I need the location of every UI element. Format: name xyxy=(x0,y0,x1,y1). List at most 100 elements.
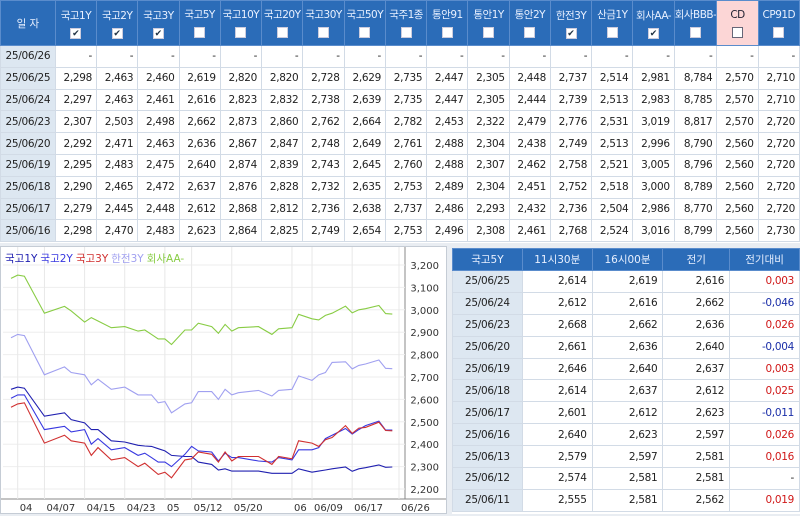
rate-cell: 2,521 xyxy=(591,153,634,177)
table-row[interactable]: 25/06/17 2,279 2,445 2,448 2,612 2,868 2,812 2,… xyxy=(0,197,800,221)
rate-cell: 2,513 xyxy=(591,132,634,155)
rate-cell: 2,504 xyxy=(591,197,634,221)
rate-cell: 2,636 xyxy=(662,313,731,337)
row-date: 25/06/18 xyxy=(0,175,56,199)
table-row[interactable]: 25/06/16 2,640 2,623 2,597 0,026 xyxy=(452,423,800,447)
rate-cell: 2,749 xyxy=(549,132,593,155)
table-row[interactable]: 25/06/12 2,574 2,581 2,581- xyxy=(452,467,800,490)
rate-cell: 2,597 xyxy=(662,423,731,447)
rate-cell: 2,753 xyxy=(384,219,428,243)
series-checkbox[interactable]: ✔ xyxy=(648,28,660,39)
table-row[interactable]: 25/06/20 2,661 2,636 2,640 -0,004 xyxy=(452,335,800,359)
change-cell: 0,026 xyxy=(729,313,800,337)
table-row[interactable]: 25/06/18 2,290 2,465 2,472 2,637 2,876 2,828 2,… xyxy=(0,175,800,199)
rate-cell: 2,752 xyxy=(549,175,593,199)
rate-cell: 2,832 xyxy=(261,88,304,112)
column-header: 국주1종 xyxy=(384,0,428,46)
row-date: 25/06/20 xyxy=(0,132,56,155)
row-date: 25/06/12 xyxy=(452,467,523,490)
rate-cell: 2,579 xyxy=(521,445,593,469)
rate-cell: 2,461 xyxy=(508,219,551,243)
column-header: 통안1Y xyxy=(467,0,510,46)
column-header[interactable]: 전기 xyxy=(662,248,731,271)
table-row[interactable]: 25/06/18 2,614 2,637 2,612 0,025 xyxy=(452,379,800,403)
rate-cell: 2,623 xyxy=(178,219,221,243)
table-row[interactable]: 25/06/23 2,668 2,662 2,636 0,026 xyxy=(452,313,800,337)
column-header[interactable]: 국고5Y xyxy=(452,248,523,271)
series-checkbox[interactable] xyxy=(606,26,618,38)
rate-cell: 2,720 xyxy=(757,132,800,155)
column-header: 국고20Y xyxy=(261,0,304,46)
rate-cell: 2,720 xyxy=(757,110,800,134)
series-checkbox[interactable]: ✔ xyxy=(152,28,164,39)
rate-cell: 2,782 xyxy=(384,110,428,134)
x-tick-label: 06 xyxy=(294,503,307,513)
column-header[interactable]: 16시00분 xyxy=(591,248,664,271)
rate-cell: 2,462 xyxy=(508,153,551,177)
series-checkbox[interactable] xyxy=(276,26,288,38)
column-header: 회사BBB- xyxy=(673,0,718,46)
rate-cell: 2,472 xyxy=(137,175,180,199)
column-header[interactable]: 11시30분 xyxy=(521,248,593,271)
rate-cell: 2,739 xyxy=(549,88,593,112)
change-cell: 0,016 xyxy=(729,445,800,469)
series-checkbox[interactable] xyxy=(690,26,702,38)
y-tick-label: 2,500 xyxy=(410,418,439,429)
rate-cell: 2,738 xyxy=(302,88,345,112)
table-row[interactable]: 25/06/19 2,646 2,640 2,637 0,003 xyxy=(452,357,800,381)
series-checkbox[interactable]: ✔ xyxy=(565,28,577,39)
series-checkbox[interactable] xyxy=(773,26,785,38)
table-row[interactable]: 25/06/25 2,298 2,463 2,460 2,619 2,820 2,820 2,… xyxy=(0,66,800,90)
rate-cell: 2,864 xyxy=(219,219,263,243)
column-header: CP91D xyxy=(757,0,800,46)
series-checkbox[interactable] xyxy=(318,26,330,38)
rate-cell: 2,636 xyxy=(178,132,221,155)
table-row[interactable]: 25/06/19 2,295 2,483 2,475 2,640 2,874 2,839 2,… xyxy=(0,153,800,177)
table-row[interactable]: 25/06/24 2,297 2,463 2,461 2,616 2,823 2,832 2,… xyxy=(0,88,800,112)
row-date: 25/06/24 xyxy=(452,291,523,315)
row-date: 25/06/23 xyxy=(452,313,523,337)
table-row[interactable]: 25/06/17 2,601 2,612 2,623 -0,011 xyxy=(452,401,800,425)
rate-cell: - xyxy=(757,45,800,68)
series-checkbox[interactable] xyxy=(441,26,453,38)
table-row[interactable]: 25/06/16 2,298 2,470 2,483 2,623 2,864 2,825 2,… xyxy=(0,219,800,243)
table-row[interactable]: 25/06/23 2,307 2,503 2,498 2,662 2,873 2,860 2,… xyxy=(0,110,800,134)
rate-cell: 2,574 xyxy=(521,467,593,490)
column-label: 국고10Y xyxy=(222,8,260,21)
column-label: 통안1Y xyxy=(473,8,504,21)
column-header: 국고1Y ✔ xyxy=(54,0,98,46)
rate-cell: 2,451 xyxy=(508,175,551,199)
series-checkbox[interactable] xyxy=(359,26,371,38)
column-header[interactable]: 전기대비 xyxy=(729,248,800,271)
series-checkbox[interactable] xyxy=(400,26,412,38)
rate-cell: 2,560 xyxy=(716,132,759,155)
row-date: 25/06/18 xyxy=(452,379,523,403)
table-row[interactable]: 25/06/25 2,614 2,619 2,616 0,003 xyxy=(452,270,800,293)
series-checkbox[interactable] xyxy=(235,26,247,38)
rate-cell: 2,637 xyxy=(662,357,731,381)
rate-cell: 2,619 xyxy=(591,270,664,293)
series-checkbox[interactable]: ✔ xyxy=(70,28,82,39)
table-row[interactable]: 25/06/11 2,555 2,581 2,562 0,019 xyxy=(452,488,800,512)
rate-cell: 2,307 xyxy=(467,153,510,177)
rate-cell: 2,760 xyxy=(384,153,428,177)
rate-cell: 2,612 xyxy=(521,291,593,315)
rate-cell: - xyxy=(716,45,759,68)
table-row[interactable]: 25/06/24 2,612 2,616 2,662 -0,046 xyxy=(452,291,800,315)
table-row[interactable]: 25/06/13 2,579 2,597 2,581 0,016 xyxy=(452,445,800,469)
series-checkbox[interactable] xyxy=(524,26,536,38)
series-checkbox[interactable] xyxy=(483,26,495,38)
table-row[interactable]: 25/06/20 2,292 2,471 2,463 2,636 2,867 2,847 2,… xyxy=(0,132,800,155)
table-row[interactable]: 25/06/26- - - - - - - - - - - - - - - - - - xyxy=(0,45,800,68)
series-checkbox[interactable]: ✔ xyxy=(111,28,123,39)
rate-cell: 2,860 xyxy=(261,110,304,134)
row-date: 25/06/17 xyxy=(452,401,523,425)
rates-chart: 3,200 3,100 3,000 2,900 2,800 2,700 2,600 2,500… xyxy=(0,246,447,514)
series-checkbox[interactable] xyxy=(194,26,206,38)
rate-cell: 2,637 xyxy=(591,379,664,403)
rate-cell: 2,308 xyxy=(467,219,510,243)
series-checkbox[interactable] xyxy=(732,26,744,38)
legend-item: 국고1Y xyxy=(5,253,38,265)
rate-cell: 2,498 xyxy=(137,110,180,134)
x-tick-label: 06/09 xyxy=(314,503,343,513)
